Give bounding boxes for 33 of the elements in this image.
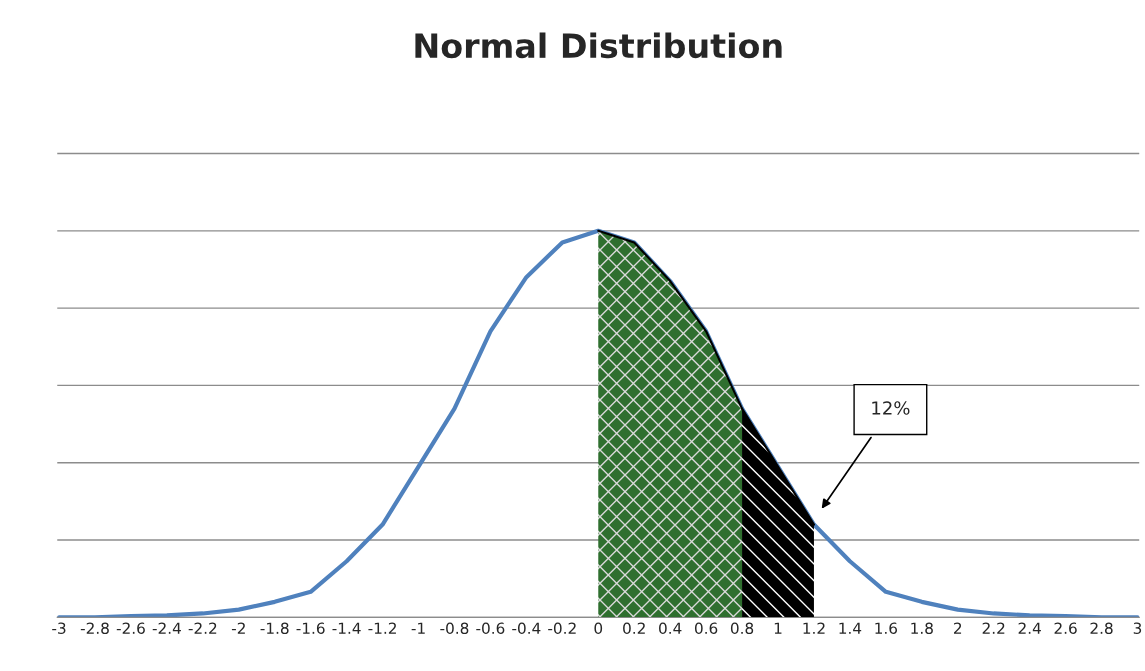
x-tick-label: -1: [411, 622, 425, 634]
x-tick-label: -1.2: [368, 622, 396, 634]
x-tick-label: 3: [1133, 622, 1142, 635]
annotation: 12%: [872, 401, 910, 415]
x-tick-label: -2.4: [152, 622, 181, 634]
x-tick-label: -3: [52, 622, 66, 635]
x-tick-label: -2.8: [80, 622, 109, 635]
x-tick-label: 1: [774, 622, 782, 634]
x-tick-label: -1.4: [332, 622, 361, 634]
x-tick-label: 1.2: [803, 622, 825, 634]
x-tick-label: -2.2: [188, 622, 217, 634]
x-tick-label: 1.6: [875, 622, 898, 635]
x-tick-label: -1.6: [296, 622, 325, 635]
x-tick-label: -2: [231, 622, 245, 634]
x-tick-label: -2.6: [116, 622, 145, 635]
x-tick-label: -0.8: [440, 622, 469, 635]
x-tick-label: 0.4: [659, 622, 682, 635]
x-tick-label: -0.4: [512, 622, 541, 635]
x-tick-label: -0.2: [548, 622, 576, 635]
x-tick-label: 0.8: [730, 622, 754, 635]
x-tick-label: 1.8: [911, 622, 933, 635]
x-tick-label: 2.6: [1054, 622, 1077, 635]
x-tick-label: -1.8: [260, 622, 289, 635]
x-tick-label: 0: [594, 622, 603, 635]
x-tick-label: 2: [954, 622, 962, 634]
chart-title: Normal Distribution: [415, 32, 782, 59]
x-tick-label: 0.6: [694, 622, 718, 635]
x-tick-label: 0.2: [623, 622, 645, 635]
x-tick-label: 2.2: [982, 622, 1005, 634]
x-tick-label: 1.4: [839, 622, 862, 634]
x-tick-label: 2.8: [1090, 622, 1113, 635]
x-tick-label: -0.6: [476, 622, 505, 635]
x-tick-label: 2.4: [1018, 622, 1041, 634]
